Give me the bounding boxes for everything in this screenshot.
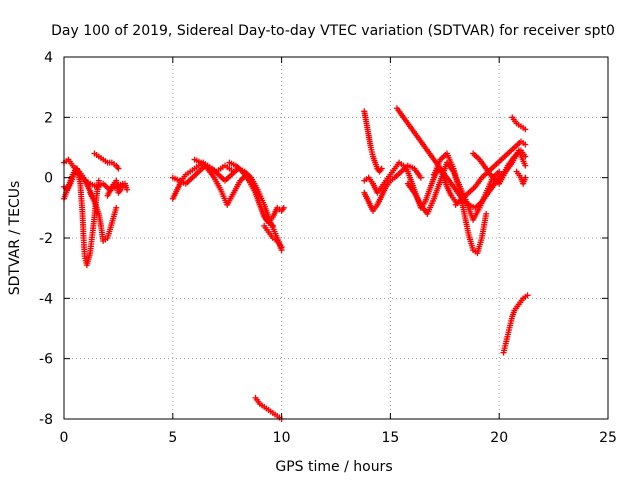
series-pass-11 bbox=[261, 222, 285, 251]
data-point bbox=[417, 174, 424, 181]
data-point bbox=[269, 222, 276, 229]
series-pass-24 bbox=[500, 292, 531, 356]
y-tick-label: -4 bbox=[39, 291, 53, 307]
x-tick-label: 0 bbox=[60, 430, 69, 446]
y-tick-label: 2 bbox=[44, 110, 53, 126]
series-pass-15 bbox=[361, 162, 424, 214]
series-pass-21 bbox=[498, 147, 529, 181]
x-tick-label: 10 bbox=[273, 430, 291, 446]
chart-title: Day 100 of 2019, Sidereal Day-to-day VTE… bbox=[51, 23, 615, 39]
data-point bbox=[378, 165, 385, 172]
grid-lines bbox=[64, 57, 608, 419]
y-tick-label: -8 bbox=[39, 412, 53, 428]
data-point bbox=[524, 292, 531, 299]
series-pass-22 bbox=[509, 114, 529, 133]
series-pass-6 bbox=[104, 177, 131, 199]
x-tick-label: 25 bbox=[599, 430, 617, 446]
data-point bbox=[522, 141, 529, 148]
data-point bbox=[496, 168, 503, 175]
y-tick-label: -6 bbox=[39, 352, 53, 368]
y-tick-label: -2 bbox=[39, 231, 53, 247]
series-pass-13 bbox=[361, 108, 385, 175]
y-tick-label: 4 bbox=[44, 50, 53, 66]
data-point bbox=[522, 174, 529, 181]
y-axis-label: SDTVAR / TECUs bbox=[7, 181, 23, 296]
axis-ticks: 0 5 10 15 20 25 -8 -6 -4 -2 0 2 4 bbox=[39, 50, 617, 446]
data-point bbox=[280, 204, 287, 211]
data-point bbox=[278, 244, 285, 251]
data-point bbox=[522, 126, 529, 133]
series-pass-18 bbox=[430, 150, 490, 257]
series-pass-12 bbox=[252, 394, 285, 422]
data-point bbox=[95, 177, 102, 184]
series-pass-5 bbox=[91, 150, 122, 172]
x-tick-label: 20 bbox=[490, 430, 508, 446]
data-point bbox=[483, 210, 490, 217]
x-tick-label: 15 bbox=[381, 430, 399, 446]
series-pass-4 bbox=[87, 189, 120, 245]
x-tick-label: 5 bbox=[168, 430, 177, 446]
data-points bbox=[61, 105, 531, 422]
series-pass-19 bbox=[452, 138, 529, 208]
data-point bbox=[115, 165, 122, 172]
data-point bbox=[124, 186, 131, 193]
data-point bbox=[522, 162, 529, 169]
series-pass-23 bbox=[513, 168, 529, 187]
series-pass-10 bbox=[226, 159, 287, 226]
x-axis-label: GPS time / hours bbox=[275, 459, 392, 475]
data-point bbox=[522, 153, 529, 160]
y-tick-label: 0 bbox=[44, 171, 53, 187]
data-point bbox=[113, 204, 120, 211]
